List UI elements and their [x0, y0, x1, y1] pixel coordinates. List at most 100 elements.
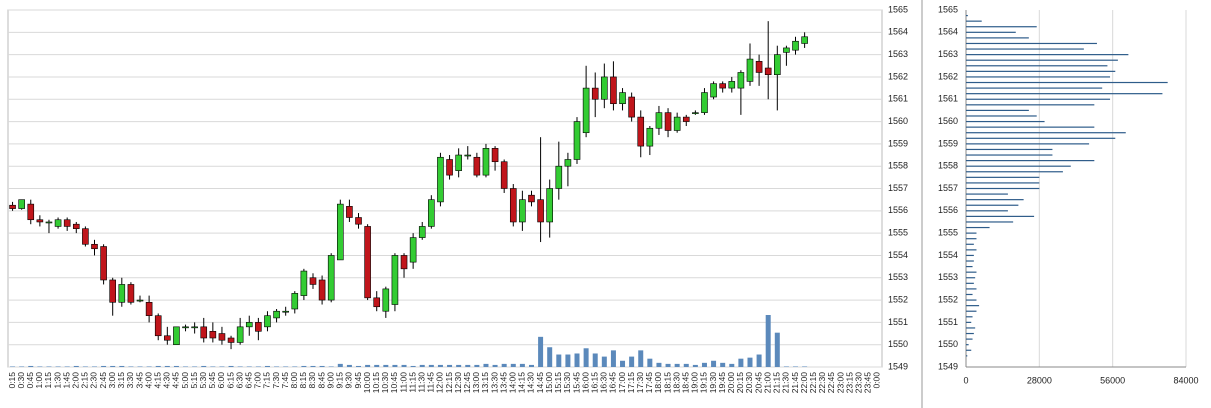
profile-bar — [966, 182, 1040, 184]
candle-body — [63, 219, 71, 227]
candle-body — [346, 206, 353, 218]
volume-bar — [319, 365, 325, 367]
candle-body — [145, 301, 153, 316]
x-tick-label: 2:00 — [71, 372, 81, 389]
volume-bar — [201, 365, 207, 367]
y-tick-label: 1563 — [888, 49, 908, 59]
candle-body — [701, 92, 708, 113]
candle-body — [509, 188, 517, 223]
profile-bar — [966, 54, 1129, 56]
x-tick-label: 0:00 — [872, 372, 882, 389]
volume-bar — [410, 365, 416, 367]
x-tick-label: 8:15 — [298, 372, 308, 389]
volume-bar — [137, 366, 143, 367]
x-tick-label: 21:30 — [781, 372, 791, 394]
profile-bar — [966, 232, 977, 234]
candle-body — [692, 112, 699, 114]
x-tick-label: 1:15 — [43, 372, 53, 389]
x-tick-label: 16:00 — [580, 372, 590, 394]
volume-bar — [483, 363, 489, 367]
x-tick-label: 9:30 — [344, 372, 354, 389]
x-tick-label: 3:45 — [134, 372, 144, 389]
y-tick-label: 1565 — [938, 4, 958, 14]
profile-bar — [966, 238, 977, 240]
x-tick-label: 0:30 — [16, 372, 26, 389]
volume-bar — [246, 366, 252, 367]
candle-body — [546, 188, 553, 223]
profile-bar — [966, 154, 1053, 156]
y-tick-label: 1562 — [938, 71, 958, 81]
volume-bar — [783, 366, 789, 367]
profile-bar — [966, 332, 974, 335]
candle-body — [300, 270, 308, 296]
volume-bar — [665, 363, 671, 367]
x-tick-label: 1:00 — [34, 372, 44, 389]
profile-bar — [966, 316, 973, 318]
x-tick-label: 6:45 — [244, 372, 254, 389]
y-tick-label: 1558 — [938, 161, 958, 171]
x-tick-label: 11:45 — [426, 372, 436, 393]
profile-bar — [966, 271, 977, 273]
volume-bar — [274, 366, 280, 367]
x-tick-label: 5:00 — [180, 372, 190, 389]
profile-bar — [966, 143, 1090, 145]
profile-bar — [966, 160, 1095, 162]
x-tick-label: 9:45 — [353, 372, 363, 389]
volume-bar — [383, 364, 389, 367]
x-tick-label: 13:45 — [498, 372, 508, 394]
y-tick-label: 1560 — [938, 116, 958, 126]
y-tick-label: 1561 — [938, 94, 958, 104]
candle-body — [564, 159, 572, 167]
volume-bar — [802, 366, 808, 367]
x-tick-label: 6:30 — [234, 372, 244, 389]
candle-body — [719, 83, 726, 89]
profile-bar — [966, 221, 1014, 223]
y-tick-label: 1560 — [888, 116, 908, 126]
x-tick-label: 56000 — [1100, 375, 1125, 385]
x-tick-label: 1:30 — [52, 372, 62, 389]
candle-body — [227, 337, 235, 343]
volume-bar — [365, 364, 371, 367]
profile-bar — [966, 243, 974, 245]
y-tick-label: 1552 — [938, 294, 958, 304]
volume-bar — [447, 364, 453, 367]
volume-bar — [328, 366, 334, 367]
y-tick-label: 1553 — [938, 272, 958, 282]
x-tick-label: 22:45 — [826, 372, 836, 394]
volume-bar — [419, 364, 425, 367]
x-tick-label: 15:15 — [553, 372, 563, 394]
candle-body — [646, 127, 654, 147]
candle-body — [737, 72, 745, 89]
profile-bar — [966, 210, 1008, 212]
volume-bar — [647, 358, 653, 367]
candle-body — [437, 156, 444, 203]
candle-body — [273, 310, 280, 319]
candle-body — [591, 87, 599, 100]
candle-body — [264, 315, 271, 328]
x-tick-label: 4:45 — [171, 372, 181, 389]
volume-bar — [101, 365, 107, 367]
x-tick-label: 13:00 — [471, 372, 481, 394]
y-tick-label: 1558 — [888, 161, 908, 171]
volume-bar — [501, 363, 507, 367]
candle-body — [710, 83, 717, 98]
profile-bar — [966, 93, 1163, 95]
x-tick-label: 20:00 — [726, 372, 736, 394]
x-tick-label: 19:45 — [717, 372, 727, 394]
candle-body — [619, 92, 626, 105]
volume-bar — [638, 350, 644, 367]
volume-bar — [155, 365, 161, 367]
candle-body — [764, 67, 772, 76]
x-tick-label: 10:45 — [389, 372, 399, 394]
profile-bar — [966, 344, 969, 346]
volume-bar — [629, 356, 635, 367]
volume-bar — [37, 366, 43, 367]
volume-bar — [674, 363, 680, 367]
candle-body — [18, 199, 25, 209]
x-tick-label: 12:30 — [453, 372, 463, 394]
candle-body — [801, 36, 808, 44]
y-tick-label: 1557 — [938, 183, 958, 193]
volume-bar — [82, 366, 88, 367]
profile-bar — [966, 327, 976, 329]
profile-bar — [966, 299, 977, 301]
